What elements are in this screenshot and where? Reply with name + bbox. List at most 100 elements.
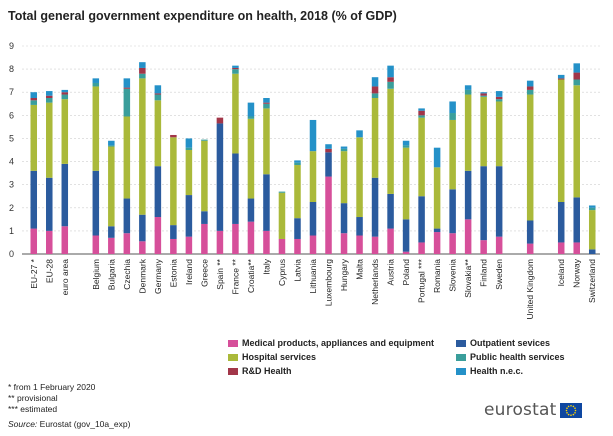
bar-segment-hospital [263, 108, 270, 175]
bar-segment-medical [123, 233, 131, 254]
x-tick-label: Poland [401, 259, 411, 286]
legend-swatch-nec [456, 367, 466, 375]
bar-segment-rnd [325, 148, 332, 153]
bar-segment-rnd [480, 93, 487, 96]
bar-segment-public_health [278, 191, 286, 193]
bar-segment-public_health [92, 82, 100, 87]
bar-segment-nec [247, 102, 255, 117]
x-tick-label: Luxembourg [324, 259, 334, 307]
bar-segment-medical [557, 242, 565, 254]
bar-segment-nec [61, 89, 69, 93]
x-tick-label: United Kingdom [525, 259, 535, 319]
x-tick-label: Austria [386, 259, 396, 286]
eurostat-logo: eurostat [484, 400, 583, 420]
bar-segment-hospital [588, 210, 596, 250]
x-tick-label: Slovenia [448, 259, 458, 292]
bar-segment-hospital [449, 119, 456, 190]
bar-segment-medical [170, 238, 177, 254]
bar-segment-outpatient [495, 166, 503, 237]
bar-segment-hospital [232, 73, 239, 154]
legend-item-medical: Medical products, appliances and equipme… [228, 338, 434, 348]
bar-segment-public_health [449, 113, 456, 120]
bar-segment-outpatient [30, 170, 38, 229]
bar-segment-nec [495, 91, 503, 97]
bar-segment-medical [418, 242, 425, 254]
chart-title: Total general government expenditure on … [8, 9, 397, 23]
y-tick-label: 5 [9, 133, 14, 143]
bar-segment-public_health [418, 115, 425, 118]
bar-segment-medical [387, 228, 394, 254]
bar-segment-rnd [557, 78, 565, 80]
bar-segment-public_health [402, 145, 410, 148]
bar-segment-medical [325, 176, 332, 254]
bar-segment-hospital [61, 99, 69, 164]
x-tick-label: Portugal *** [417, 258, 427, 303]
bar-segment-outpatient [325, 152, 332, 177]
bar-segment-nec [402, 140, 410, 146]
bar-segment-outpatient [309, 202, 317, 236]
bar-segment-rnd [30, 98, 38, 101]
bar-segment-outpatient [294, 218, 301, 239]
x-tick-label: Lithuania [308, 259, 318, 294]
bar-segment-public_health [464, 89, 472, 95]
bar-segment-medical [433, 232, 441, 254]
bar-segment-medical [464, 219, 472, 254]
bar-segment-rnd [495, 96, 503, 100]
bar-segment-rnd [61, 92, 69, 95]
bar-segment-public_health [526, 89, 534, 95]
bar-segment-hospital [495, 101, 503, 167]
eu-flag-icon [560, 402, 583, 418]
x-tick-label: Netherlands [370, 259, 380, 305]
x-tick-label: EU-28 [44, 259, 54, 283]
bar-segment-medical [340, 233, 348, 254]
bar-segment-nec [185, 138, 193, 148]
bar-segment-medical [573, 242, 580, 254]
bar-segment-public_health [588, 207, 596, 211]
bar-segment-rnd [418, 110, 425, 116]
footnote-3: *** estimated [8, 404, 58, 414]
bar-segment-public_health [61, 94, 69, 100]
x-tick-label: Denmark [137, 258, 147, 293]
bar-segment-public_health [480, 95, 487, 97]
footnotes: * from 1 February 2020 ** provisional **… [8, 382, 95, 415]
bar-segment-nec [309, 119, 317, 152]
bar-segment-nec [139, 62, 146, 68]
y-tick-label: 8 [9, 64, 14, 74]
bar-segment-public_health [185, 147, 193, 150]
bar-segment-outpatient [588, 249, 596, 254]
legend-label-outpatient: Outpatient sevices [470, 338, 551, 348]
bar-segment-hospital [387, 88, 394, 194]
bar-segment-nec [325, 144, 332, 149]
bar-segment-hospital [526, 94, 534, 221]
bar-segment-nec [356, 130, 363, 138]
bar-segment-hospital [309, 151, 317, 202]
x-tick-label: Germany [153, 258, 163, 294]
bar-segment-outpatient [573, 197, 580, 243]
bar-segment-rnd [526, 86, 534, 90]
bar-segment-nec [449, 101, 456, 114]
bar-segment-nec [433, 147, 441, 168]
bar-segment-public_health [201, 139, 208, 141]
legend-item-public-health: Public health services [456, 352, 565, 362]
bar-segment-hospital [480, 96, 487, 167]
footnote-1: * from 1 February 2020 [8, 382, 96, 392]
x-tick-label: Bulgaria [106, 259, 116, 290]
bar-segment-rnd [216, 117, 224, 124]
bar-segment-nec [46, 91, 53, 96]
legend-item-hospital: Hospital services [228, 352, 316, 362]
bar-segment-public_health [123, 88, 131, 117]
bar-segment-outpatient [108, 226, 115, 238]
x-tick-label: Hungary [339, 258, 349, 291]
bar-segment-outpatient [526, 220, 534, 244]
bar-segment-medical [185, 236, 193, 254]
x-tick-label: Malta [355, 259, 365, 280]
y-tick-label: 0 [9, 249, 14, 259]
bar-segment-public_health [232, 69, 239, 74]
bar-segment-medical [402, 251, 410, 254]
footnote-2: ** provisional [8, 393, 58, 403]
bar-segment-outpatient [464, 170, 472, 220]
bar-segment-hospital [573, 85, 580, 198]
bar-segment-medical [371, 236, 379, 254]
legend-label-nec: Health n.e.c. [470, 366, 524, 376]
y-tick-label: 1 [9, 226, 14, 236]
